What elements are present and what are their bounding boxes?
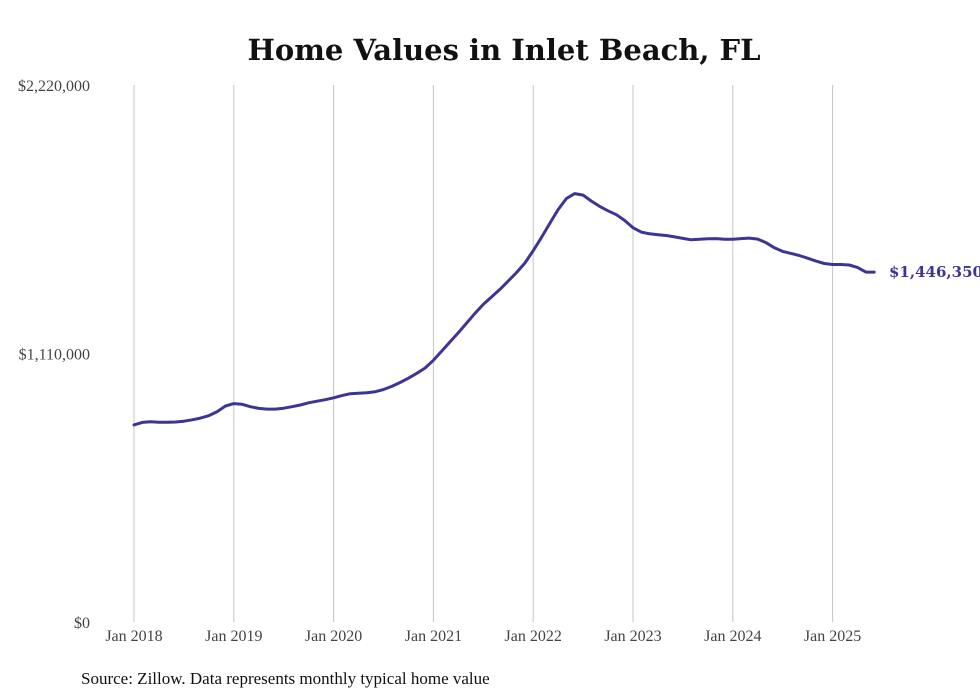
x-tick-label: Jan 2020 — [305, 628, 362, 645]
y-tick-label: $2,220,000 — [18, 78, 90, 95]
x-tick-label: Jan 2019 — [205, 628, 262, 645]
x-tick-label: Jan 2021 — [405, 628, 462, 645]
home-value-line — [132, 192, 876, 427]
chart-title: Home Values in Inlet Beach, FL — [247, 33, 760, 67]
x-tick-label: Jan 2018 — [105, 628, 162, 645]
source-note: Source: Zillow. Data represents monthly … — [81, 669, 490, 688]
gridlines — [133, 85, 834, 622]
x-tick-label: Jan 2025 — [804, 628, 861, 645]
x-axis-tick-labels: Jan 2018 Jan 2019 Jan 2020 Jan 2021 Jan 2022… — [105, 628, 861, 645]
x-tick-label: Jan 2023 — [604, 628, 661, 645]
x-tick-label: Jan 2024 — [704, 628, 761, 645]
y-tick-label: $1,110,000 — [19, 347, 90, 364]
latest-value-label: $1,446,350 — [889, 263, 980, 281]
y-tick-label: $0 — [74, 615, 90, 632]
y-axis-tick-labels: $0 $1,110,000 $2,220,000 — [18, 78, 90, 632]
x-tick-label: Jan 2022 — [505, 628, 562, 645]
